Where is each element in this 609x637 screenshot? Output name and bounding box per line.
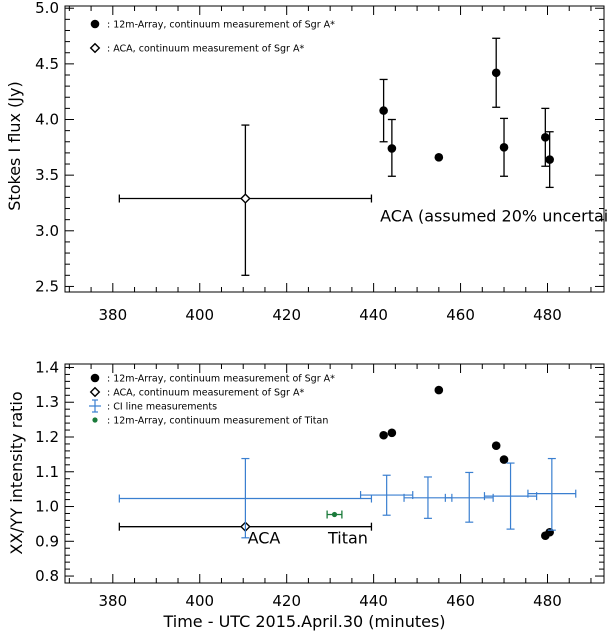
legend-marker	[92, 417, 98, 423]
y-tick-label: 4.0	[35, 111, 59, 129]
legend-marker	[90, 373, 100, 383]
data-point	[499, 143, 509, 152]
legend-label: : ACA, continuum measurement of Sgr A*	[107, 388, 304, 399]
x-tick-label: 380	[98, 592, 127, 610]
legend-label: : 12m-Array, continuum measurement of Sg…	[107, 374, 335, 385]
plot-frame	[64, 5, 605, 293]
x-tick-label: 400	[185, 592, 214, 610]
series-open-diamond	[118, 124, 373, 276]
legend-label: : 12m-Array, continuum measurement of Sg…	[107, 20, 335, 31]
legend-label: : ACA, continuum measurement of Sgr A*	[107, 44, 304, 55]
x-tick-label: 420	[272, 306, 301, 324]
data-point	[545, 527, 554, 537]
y-tick-label: 1.3	[35, 393, 59, 411]
data-point	[541, 133, 550, 142]
y-tick-label: 1.4	[35, 358, 59, 376]
flux-panel: 380 400 420 440 460 480 2.5 3.0 3.5 4.0 4.5 5.0 Stok…	[5, 0, 609, 324]
x-tick-label: 460	[446, 592, 475, 610]
x-tick-label: 440	[359, 592, 388, 610]
legend-label: : 12m-Array, continuum measurement of Ti…	[107, 416, 328, 427]
x-tick-label: 460	[446, 306, 475, 324]
annotation: Titan	[327, 529, 368, 548]
x-tick-label: 400	[185, 306, 214, 324]
y-tick-label: 1.1	[35, 463, 59, 481]
x-tick-label: 420	[272, 592, 301, 610]
x-tick-label: 480	[533, 306, 562, 324]
data-point	[379, 106, 388, 115]
y-tick-label: 3.0	[35, 222, 59, 240]
data-point	[387, 144, 397, 153]
y-tick-label: 2.5	[35, 277, 59, 295]
x-tick-label: 440	[359, 306, 388, 324]
annotation: ACA	[248, 529, 281, 548]
plot-frame	[64, 363, 605, 584]
data-point	[491, 68, 501, 78]
legend-marker	[89, 386, 101, 398]
data-point	[331, 511, 338, 518]
data-point	[379, 430, 388, 440]
x-tick-label: 480	[533, 592, 562, 610]
y-tick-label: 1.2	[35, 428, 59, 446]
ratio-panel: 380 400 420 440 460 480 0.8 0.9 1.0 1.1 1.2 1.3 1.4 X…	[7, 358, 605, 631]
legend-marker	[89, 42, 101, 54]
data-point	[434, 153, 444, 162]
y-tick-label: 0.8	[35, 567, 59, 585]
legend-label: : CI line measurements	[107, 402, 217, 413]
legend-marker	[90, 19, 100, 29]
data-point	[499, 455, 509, 464]
data-point	[387, 428, 397, 438]
series-green-dot	[326, 510, 343, 519]
y-axis-title: XX/YY intensity ratio	[7, 391, 26, 554]
y-tick-label: 3.5	[35, 166, 59, 184]
data-point	[545, 155, 554, 164]
x-axis-title: Time - UTC 2015.April.30 (minutes)	[162, 612, 445, 631]
data-point	[434, 385, 444, 395]
y-axis-title: Stokes I flux (Jy)	[5, 81, 24, 210]
series-cross-errorbar	[118, 457, 577, 539]
series-filled-circle	[379, 385, 554, 541]
series-filled-circle	[379, 37, 554, 189]
data-point	[491, 441, 501, 450]
y-tick-label: 0.9	[35, 532, 59, 550]
y-tick-label: 4.5	[35, 55, 59, 73]
data-point	[240, 193, 251, 204]
annotation: ACA (assumed 20% uncertainty)	[380, 206, 609, 225]
y-tick-label: 5.0	[35, 0, 59, 17]
x-tick-label: 380	[98, 306, 127, 324]
y-tick-label: 1.0	[35, 498, 59, 516]
